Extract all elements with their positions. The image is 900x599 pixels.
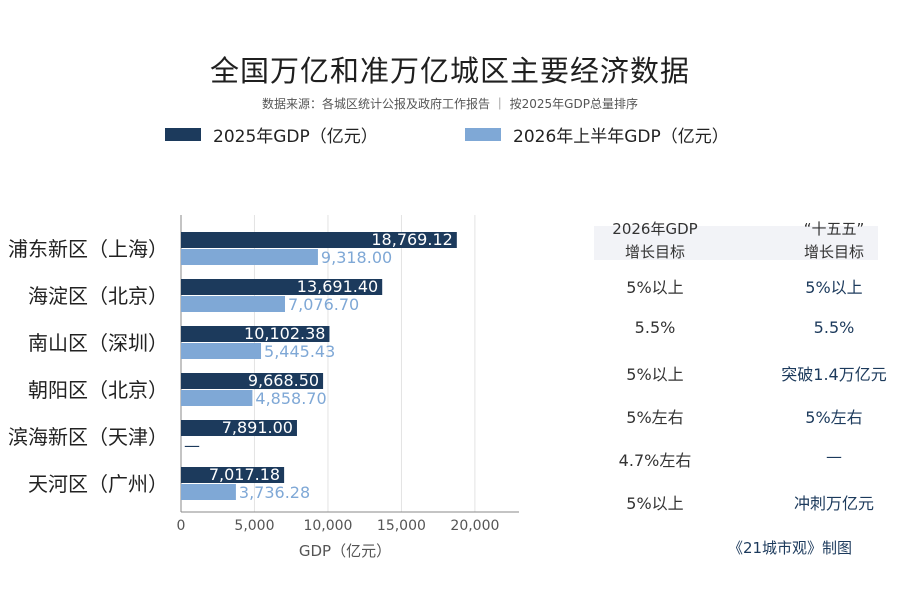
x-tick-label: 15,000 (377, 518, 426, 534)
table-cell-15th-plan-target: 突破1.4万亿元 (781, 365, 887, 384)
table-cell-15th-plan-target: 5%以上 (805, 278, 863, 297)
bar-label-2025: 7,891.00 (222, 418, 293, 437)
category-label: 浦东新区（上海） (8, 237, 168, 261)
category-label: 南山区（深圳） (28, 331, 168, 355)
bar-2025 (181, 232, 457, 248)
table-cell-15th-plan-target: 5.5% (813, 318, 855, 337)
bar-label-2026h1-missing: — (184, 436, 200, 455)
chart-title: 全国万亿和准万亿城区主要经济数据 (209, 54, 690, 88)
bar-label-2026h1: 5,445.43 (264, 342, 335, 361)
table-cell-2026-target: 5%以上 (626, 278, 684, 297)
table-cell-2026-target: 5.5% (634, 318, 676, 337)
table-header-15th-line2: 增长目标 (803, 243, 864, 261)
legend-label-2025: 2025年GDP（亿元） (213, 127, 378, 147)
table-cell-2026-target: 4.7%左右 (618, 451, 692, 470)
bar-label-2025: 18,769.12 (371, 230, 452, 249)
table-header-2026-line2: 增长目标 (624, 243, 685, 261)
legend-item-2026h1: 2026年上半年GDP（亿元） (465, 122, 729, 147)
x-tick-label: 20,000 (450, 518, 499, 534)
legend-item-2025: 2025年GDP（亿元） (165, 122, 378, 147)
table-cell-15th-plan-target: 5%左右 (805, 408, 863, 427)
bar-label-2025: 7,017.18 (209, 465, 280, 484)
bar-label-2025: 13,691.40 (297, 277, 378, 296)
table-header-2026-target: 2026年GDP 增长目标 (585, 218, 725, 264)
bar-label-2026h1: 9,318.00 (321, 248, 392, 267)
chart-subtitle: 数据来源：各城区统计公报及政府工作报告 ｜ 按2025年GDP总量排序 (262, 97, 638, 111)
bar-2025 (181, 279, 383, 295)
bar-label-2026h1: 4,858.70 (255, 389, 326, 408)
legend-swatch-2026h1 (465, 128, 501, 141)
bar-label-2025: 10,102.38 (244, 324, 325, 343)
bar-2025 (181, 326, 330, 342)
table-cell-15th-plan-target: 冲刺万亿元 (793, 494, 874, 513)
bar-2026h1 (181, 484, 236, 500)
category-label: 朝阳区（北京） (28, 378, 168, 402)
table-cell-2026-target: 5%左右 (626, 408, 684, 427)
x-tick-label: 10,000 (303, 518, 352, 534)
bar-label-2026h1: 3,736.28 (239, 483, 310, 502)
legend-swatch-2025 (165, 128, 201, 141)
bar-2025 (181, 420, 297, 436)
table-cell-15th-plan-target: — (826, 447, 842, 466)
bar-2026h1 (181, 249, 318, 265)
category-label: 天河区（广州） (28, 472, 168, 496)
x-tick-label: 0 (177, 518, 186, 534)
table-header-15th-line1: “十五五” (803, 220, 865, 238)
x-tick-label: 5,000 (234, 518, 274, 534)
x-axis-label: GDP（亿元） (299, 542, 391, 560)
category-label: 滨海新区（天津） (8, 425, 168, 449)
table-header-2026-line1: 2026年GDP (612, 220, 698, 238)
bar-2026h1 (181, 390, 253, 406)
bar-label-2026h1: 7,076.70 (288, 295, 359, 314)
table-header-background (594, 226, 878, 260)
legend: 2025年GDP（亿元） 2026年上半年GDP（亿元） (0, 122, 900, 148)
bar-2026h1 (181, 343, 262, 359)
table-cell-2026-target: 5%以上 (626, 365, 684, 384)
bar-2025 (181, 373, 324, 389)
category-label: 海淀区（北京） (28, 284, 168, 308)
table-cell-2026-target: 5%以上 (626, 494, 684, 513)
credit-text: 《21城市观》制图 (727, 539, 853, 557)
bar-2026h1 (181, 296, 285, 312)
legend-label-2026h1: 2026年上半年GDP（亿元） (513, 127, 729, 147)
table-header-15th-plan-target: “十五五” 增长目标 (764, 218, 900, 264)
bar-label-2025: 9,668.50 (248, 371, 319, 390)
bar-2025 (181, 467, 285, 483)
